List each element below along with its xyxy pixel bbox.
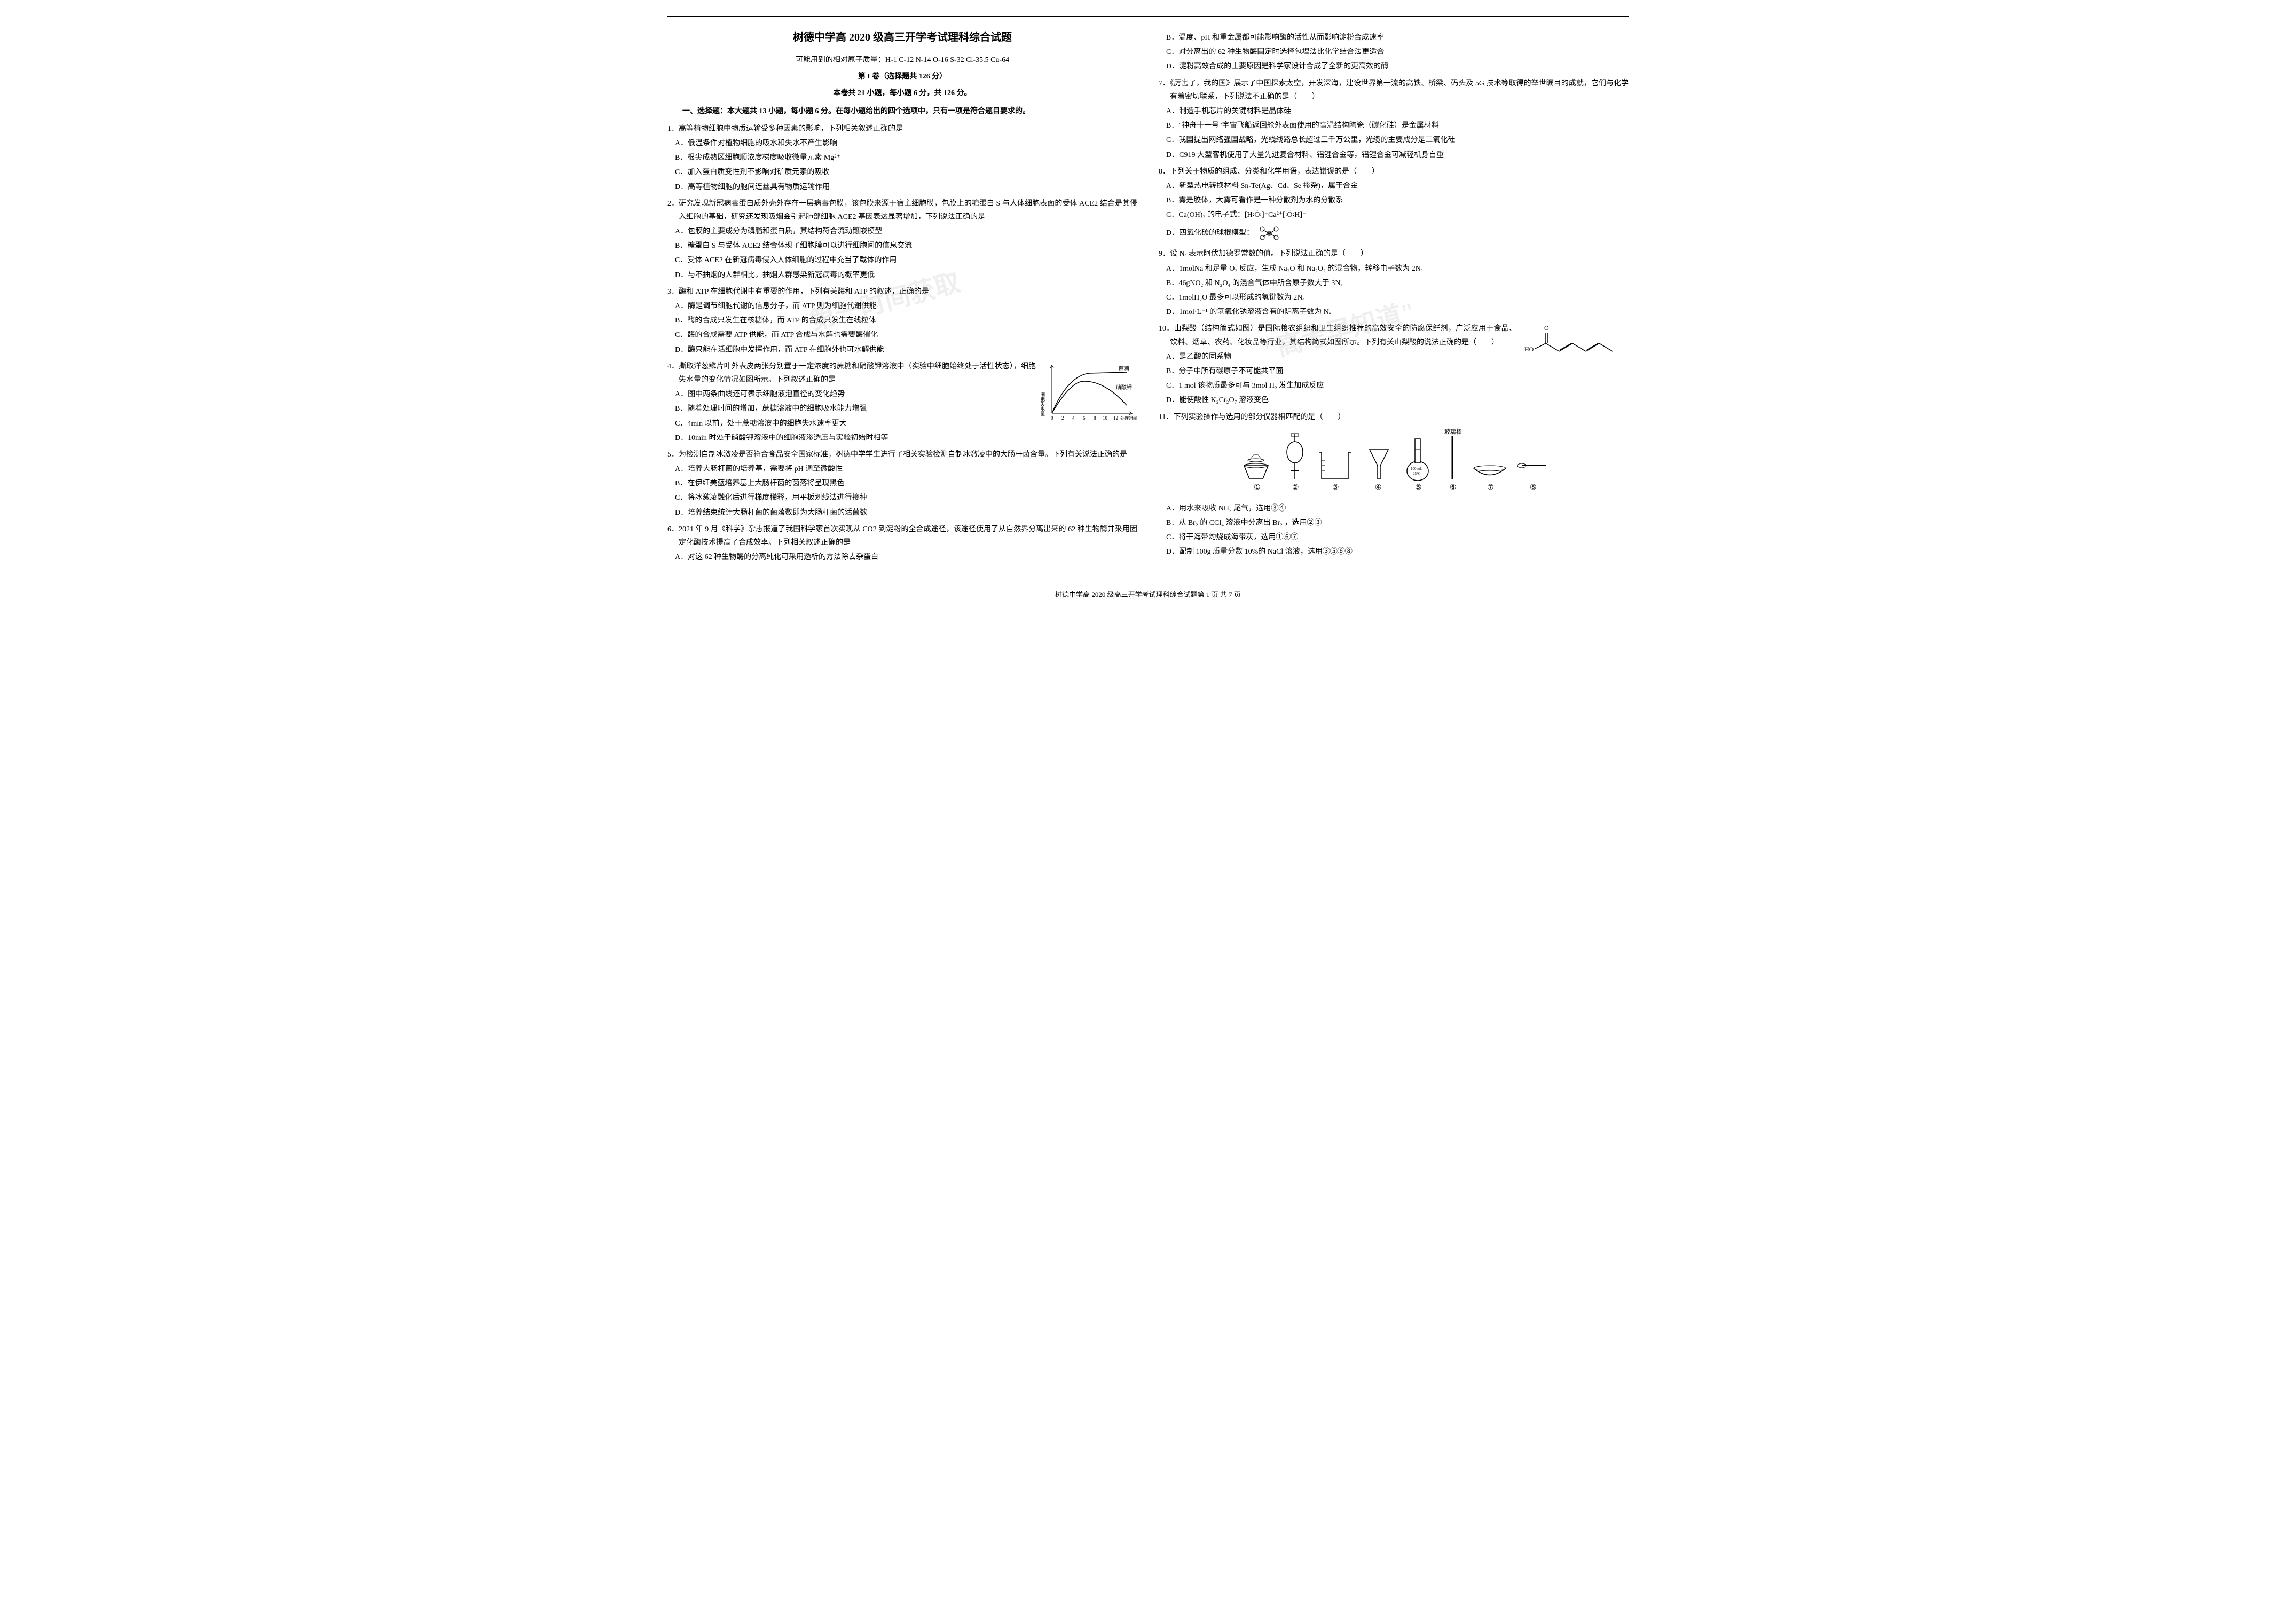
q5-option-b: B．在伊红美蓝培养基上大肠杆菌的菌落将呈现黑色 <box>667 477 1137 490</box>
q11-option-b: B．从 Br₂ 的 CCl₄ 溶液中分离出 Br₂ ，选用②③ <box>1159 516 1629 530</box>
svg-text:25°C: 25°C <box>1413 471 1421 476</box>
exam-title: 树德中学高 2020 级高三开学考试理科综合试题 <box>667 28 1137 47</box>
q8-option-b: B．雾是胶体，大雾可看作是一种分散剂为水的分散系 <box>1159 194 1629 207</box>
question-1: 1．高等植物细胞中物质运输受多种因素的影响，下列相关叙述正确的是 A．低温条件对… <box>667 122 1137 194</box>
svg-text:②: ② <box>1292 484 1299 492</box>
q2-option-d: D．与不抽烟的人群相比，抽烟人群感染新冠病毒的概率更低 <box>667 269 1137 282</box>
q7-stem: 7．《厉害了，我的国》展示了中国探索太空，开发深海，建设世界第一流的高铁、桥梁、… <box>1159 77 1629 104</box>
q1-option-d: D．高等植物细胞的胞间连丝具有物质运输作用 <box>667 180 1137 194</box>
svg-text:①: ① <box>1254 484 1261 492</box>
q1-option-b: B．根尖成熟区细胞顺浓度梯度吸收微量元素 Mg²⁺ <box>667 151 1137 164</box>
q11-apparatus: ① ② ③ <box>1159 428 1629 498</box>
left-column: 树德中学高 2020 级高三开学考试理科综合试题 可能用到的相对原子质量：H-1… <box>667 28 1137 567</box>
svg-text:④: ④ <box>1375 484 1382 492</box>
svg-text:蔗糖: 蔗糖 <box>1119 365 1129 372</box>
svg-text:6: 6 <box>1083 415 1086 421</box>
q1-stem: 1．高等植物细胞中物质运输受多种因素的影响，下列相关叙述正确的是 <box>667 122 1137 136</box>
page-footer: 树德中学高 2020 级高三开学考试理科综合试题第 1 页 共 7 页 <box>16 583 2280 601</box>
q3-option-c: C．酶的合成需要 ATP 供能，而 ATP 合成与水解也需要酶催化 <box>667 328 1137 342</box>
q3-option-b: B．酶的合成只发生在核糖体，而 ATP 的合成只发生在线粒体 <box>667 314 1137 327</box>
q8-stem: 8．下列关于物质的组成、分类和化学用语，表达错误的是（ ） <box>1159 165 1629 178</box>
q9-option-d: D．1mol·L⁻¹ 的氢氧化钠溶液含有的阴离子数为 Nₐ <box>1159 305 1629 319</box>
q11-option-c: C．将干海带灼烧成海带灰，选用①⑥⑦ <box>1159 531 1629 544</box>
svg-text:4: 4 <box>1072 415 1075 421</box>
svg-text:10: 10 <box>1103 415 1108 421</box>
svg-text:硝酸钾: 硝酸钾 <box>1116 384 1132 391</box>
q2-stem: 2．研究发现新冠病毒蛋白质外壳外存在一层病毒包膜，该包膜来源于宿主细胞膜，包膜上… <box>667 197 1137 224</box>
svg-text:玻璃棒: 玻璃棒 <box>1444 428 1462 435</box>
q11-option-a: A．用水来吸收 NH₃ 尾气，选用③④ <box>1159 502 1629 515</box>
question-8: 8．下列关于物质的组成、分类和化学用语，表达错误的是（ ） A．新型热电转换材料… <box>1159 165 1629 245</box>
question-5: 5．为检测自制冰激凌是否符合食品安全国家标准，树德中学学生进行了相关实验检测自制… <box>667 448 1137 520</box>
q7-option-a: A．制造手机芯片的关键材料是晶体硅 <box>1159 105 1629 118</box>
q11-stem: 11．下列实验操作与选用的部分仪器相匹配的是（ ） <box>1159 411 1629 424</box>
q7-option-d: D．C919 大型客机使用了大量先进复合材料、铝锂合金等，铝锂合金可减轻机身自重 <box>1159 148 1629 162</box>
right-column: B．温度、pH 和重金属都可能影响酶的活性从而影响淀粉合成速率 C．对分离出的 … <box>1159 28 1629 567</box>
q6-option-d: D．淀粉高效合成的主要原因是科学家设计合成了全新的更高效的酶 <box>1159 60 1629 73</box>
q5-option-a: A．培养大肠杆菌的培养基，需要将 pH 调至微酸性 <box>667 462 1137 476</box>
q6-option-a: A．对这 62 种生物酶的分离纯化可采用透析的方法除去杂蛋白 <box>667 550 1137 564</box>
q6-stem: 6．2021 年 9 月《科学》杂志报道了我国科学家首次实现从 CO2 到淀粉的… <box>667 523 1137 549</box>
svg-text:⑥: ⑥ <box>1450 484 1457 492</box>
q9-stem: 9．设 Nₐ 表示阿伏加德罗常数的值。下列说法正确的是（ ） <box>1159 247 1629 261</box>
svg-text:⑦: ⑦ <box>1487 484 1494 492</box>
question-4: 蔗糖 硝酸钾 细胞失水量 0 2 4 6 8 10 12 处理时间/min 4．… <box>667 360 1137 445</box>
q8-option-d: D．四氯化碳的球棍模型： <box>1159 223 1629 244</box>
svg-text:⑧: ⑧ <box>1530 484 1537 492</box>
q2-option-b: B．糖蛋白 S 与受体 ACE2 结合体现了细胞膜可以进行细胞间的信息交流 <box>667 239 1137 253</box>
atomic-mass-info: 可能用到的相对原子质量：H-1 C-12 N-14 O-16 S-32 Cl-3… <box>667 53 1137 67</box>
question-6-continued: B．温度、pH 和重金属都可能影响酶的活性从而影响淀粉合成速率 C．对分离出的 … <box>1159 31 1629 74</box>
q2-option-a: A．包膜的主要成分为磷脂和蛋白质，其结构符合流动镶嵌模型 <box>667 225 1137 238</box>
q8-option-c: C．Ca(OH)₂ 的电子式：[H∶Ö∶]⁻Ca²⁺[∶Ö∶H]⁻ <box>1159 208 1629 222</box>
question-11: 11．下列实验操作与选用的部分仪器相匹配的是（ ） ① <box>1159 411 1629 559</box>
svg-text:8: 8 <box>1094 415 1096 421</box>
svg-text:处理时间/min: 处理时间/min <box>1120 415 1137 421</box>
q6-option-b: B．温度、pH 和重金属都可能影响酶的活性从而影响淀粉合成速率 <box>1159 31 1629 44</box>
svg-text:细胞失水量: 细胞失水量 <box>1041 391 1045 416</box>
question-2: 2．研究发现新冠病毒蛋白质外壳外存在一层病毒包膜，该包膜来源于宿主细胞膜，包膜上… <box>667 197 1137 282</box>
svg-text:HO: HO <box>1524 345 1534 353</box>
q7-option-c: C．我国提出网络强国战略，光线线路总长超过三千万公里，光缆的主要成分是二氧化硅 <box>1159 133 1629 147</box>
q2-option-c: C．受体 ACE2 在新冠病毒侵入人体细胞的过程中充当了载体的作用 <box>667 254 1137 267</box>
q5-option-c: C．将冰激凌融化后进行梯度稀释，用平板划线法进行接种 <box>667 491 1137 505</box>
q3-stem: 3．酶和 ATP 在细胞代谢中有重要的作用，下列有关酶和 ATP 的叙述，正确的… <box>667 285 1137 298</box>
question-7: 7．《厉害了，我的国》展示了中国探索太空，开发深海，建设世界第一流的高铁、桥梁、… <box>1159 77 1629 162</box>
question-3: 3．酶和 ATP 在细胞代谢中有重要的作用，下列有关酶和 ATP 的叙述，正确的… <box>667 285 1137 357</box>
section-instruction: 一、选择题：本大题共 13 小题，每小题 6 分。在每小题给出的四个选项中，只有… <box>667 105 1137 118</box>
svg-text:0: 0 <box>1051 415 1053 421</box>
q1-option-c: C．加入蛋白质变性剂不影响对矿质元素的吸收 <box>667 166 1137 179</box>
q8-option-a: A．新型热电转换材料 Sn-Te(Ag、Cd、Se 掺杂)，属于合金 <box>1159 179 1629 193</box>
question-9: 9．设 Nₐ 表示阿伏加德罗常数的值。下列说法正确的是（ ） A．1molNa … <box>1159 247 1629 319</box>
q9-option-b: B．46gNO₂ 和 N₂O₄ 的混合气体中所含原子数大于 3Nₐ <box>1159 277 1629 290</box>
q7-option-b: B．"神舟十一号"宇宙飞船返回舱外表面使用的高温结构陶瓷（碳化硅）是金属材料 <box>1159 119 1629 132</box>
q10-option-c: C．1 mol 该物质最多可与 3mol H₂ 发生加成反应 <box>1159 379 1629 392</box>
q10-option-b: B．分子中所有碳原子不可能共平面 <box>1159 365 1629 378</box>
svg-text:12: 12 <box>1113 415 1118 421</box>
q6-option-c: C．对分离出的 62 种生物酶固定时选择包埋法比化学结合法更适合 <box>1159 45 1629 59</box>
svg-text:O: O <box>1544 324 1549 332</box>
q11-option-d: D．配制 100g 质量分数 10%的 NaCl 溶液，选用③⑤⑥⑧ <box>1159 545 1629 558</box>
q5-stem: 5．为检测自制冰激凌是否符合食品安全国家标准，树德中学学生进行了相关实验检测自制… <box>667 448 1137 461</box>
q5-option-d: D．培养结束统计大肠杆菌的菌落数即为大肠杆菌的活菌数 <box>667 506 1137 520</box>
svg-text:③: ③ <box>1332 484 1339 492</box>
part-label: 第 I 卷（选择题共 126 分） <box>667 70 1137 83</box>
q3-option-d: D．酶只能在活细胞中发挥作用，而 ATP 在细胞外也可水解供能 <box>667 343 1137 357</box>
q10-molecule: HO O <box>1522 322 1629 365</box>
q9-option-a: A．1molNa 和足量 O₂ 反应，生成 Na₂O 和 Na₂O₂ 的混合物，… <box>1159 262 1629 276</box>
svg-text:2: 2 <box>1061 415 1064 421</box>
q9-option-c: C．1molH₂O 最多可以形成的氢键数为 2Nₐ <box>1159 291 1629 304</box>
q4-chart: 蔗糖 硝酸钾 细胞失水量 0 2 4 6 8 10 12 处理时间/min <box>1041 360 1137 424</box>
q1-option-a: A．低温条件对植物细胞的吸水和失水不产生影响 <box>667 137 1137 150</box>
part-info: 本卷共 21 小题，每小题 6 分，共 126 分。 <box>667 86 1137 100</box>
svg-text:100 mL: 100 mL <box>1411 467 1422 471</box>
question-6: 6．2021 年 9 月《科学》杂志报道了我国科学家首次实现从 CO2 到淀粉的… <box>667 523 1137 564</box>
q4-option-d: D．10min 时处于硝酸钾溶液中的细胞液渗透压与实验初始时相等 <box>667 431 1137 445</box>
svg-text:⑤: ⑤ <box>1415 484 1422 492</box>
q10-option-d: D．能使酸性 K₂Cr₂O₇ 溶液变色 <box>1159 394 1629 407</box>
question-10: HO O 10．山梨酸（结构简式如图）是国际粮农组织和卫生组 <box>1159 322 1629 407</box>
q3-option-a: A．酶是调节细胞代谢的信息分子，而 ATP 则为细胞代谢供能 <box>667 300 1137 313</box>
